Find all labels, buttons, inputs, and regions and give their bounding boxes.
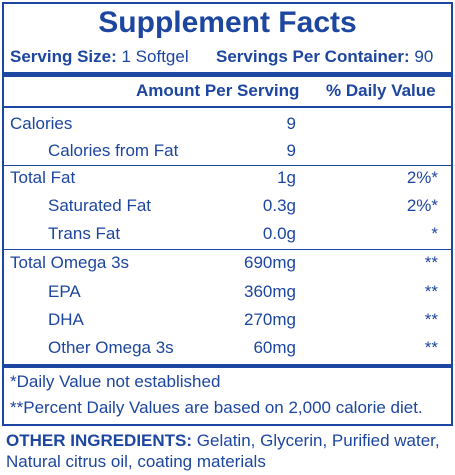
- nutrient-name: DHA: [48, 310, 84, 329]
- label-box: [2, 2, 453, 426]
- ingredients-text: Gelatin, Glycerin, Purified water, Natur…: [6, 431, 440, 471]
- nutrient-amount: 0.3g: [262, 196, 296, 215]
- servings-value: 90: [414, 47, 434, 66]
- nutrient-dv: **: [424, 310, 438, 329]
- nutrient-dv: **: [424, 338, 438, 357]
- amount-header: Amount Per Serving: [136, 81, 300, 100]
- nutrient-name: EPA: [48, 282, 81, 301]
- nutrient-amount: 1g: [277, 168, 296, 187]
- nutrient-dv: 2%*: [406, 196, 438, 215]
- nutrient-name: Trans Fat: [48, 224, 121, 243]
- nutrient-name: Calories from Fat: [48, 141, 179, 160]
- servings-label: Servings Per Container:: [216, 47, 410, 66]
- nutrient-dv: **: [424, 253, 438, 272]
- rule: [4, 165, 451, 166]
- dv-header: % Daily Value: [326, 81, 436, 100]
- nutrient-amount: 60mg: [253, 338, 296, 357]
- rule: [4, 249, 451, 250]
- footnote: **Percent Daily Values are based on 2,00…: [10, 398, 423, 417]
- nutrient-name: Calories: [10, 114, 73, 133]
- thick-rule: [4, 72, 451, 77]
- footnote: *Daily Value not established: [10, 372, 221, 391]
- ingredients: OTHER INGREDIENTS: Gelatin, Glycerin, Pu…: [6, 430, 446, 472]
- nutrient-dv: *: [431, 224, 438, 243]
- nutrient-dv: 2%*: [406, 168, 438, 187]
- nutrient-name: Saturated Fat: [48, 196, 152, 215]
- nutrient-amount: 270mg: [244, 310, 296, 329]
- nutrient-name: Total Omega 3s: [10, 253, 130, 272]
- thick-rule: [4, 364, 451, 368]
- nutrient-name: Total Fat: [10, 168, 76, 187]
- serving-size-value: 1 Softgel: [121, 47, 189, 66]
- servings: Servings Per Container: 90: [216, 47, 433, 67]
- nutrient-amount: 360mg: [244, 282, 296, 301]
- nutrient-amount: 9: [286, 114, 296, 133]
- nutrient-amount: 9: [286, 141, 296, 160]
- ingredients-label: OTHER INGREDIENTS:: [6, 431, 193, 450]
- rule: [4, 106, 451, 108]
- title: Supplement Facts: [98, 6, 357, 39]
- nutrient-amount: 0.0g: [262, 224, 296, 243]
- nutrient-name: Other Omega 3s: [48, 338, 174, 357]
- nutrient-amount: 690mg: [244, 253, 296, 272]
- nutrient-dv: **: [424, 282, 438, 301]
- serving-size-label: Serving Size:: [10, 47, 117, 66]
- serving-size: Serving Size: 1 Softgel: [10, 47, 189, 67]
